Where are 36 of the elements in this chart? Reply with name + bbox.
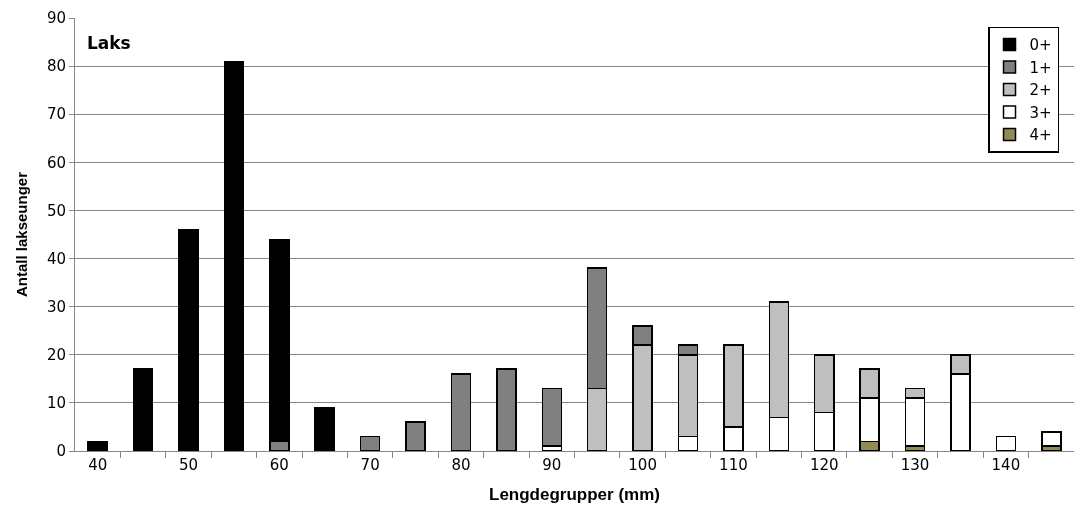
bar bbox=[223, 60, 245, 451]
x-tick-label: 130 bbox=[900, 456, 930, 474]
y-tick-label: 50 bbox=[46, 201, 66, 220]
y-axis-title: Antall lakseunger bbox=[13, 171, 31, 298]
y-tick-label: 80 bbox=[46, 57, 66, 76]
y-tick-label: 30 bbox=[46, 297, 66, 316]
y-tick-label: 90 bbox=[46, 9, 66, 28]
x-tick-label: 120 bbox=[809, 456, 839, 474]
x-tick-label: 50 bbox=[178, 456, 199, 474]
legend-label: 3+ bbox=[1029, 103, 1052, 122]
legend-label: 1+ bbox=[1029, 58, 1052, 77]
x-tick-label: 70 bbox=[360, 456, 380, 474]
legend-label: 4+ bbox=[1029, 126, 1052, 145]
x-tick-label: 80 bbox=[451, 456, 471, 474]
y-tick-label: 10 bbox=[46, 394, 66, 413]
x-tick-label: 110 bbox=[719, 456, 748, 474]
x-tick-label: 40 bbox=[88, 456, 108, 474]
x-axis-title: Lengdegrupper (mm) bbox=[489, 485, 660, 505]
x-tick-label: 140 bbox=[991, 456, 1021, 474]
y-tick-label: 0 bbox=[56, 442, 66, 461]
bar bbox=[87, 440, 108, 451]
y-tick-label: 20 bbox=[46, 346, 66, 365]
bar bbox=[132, 368, 154, 451]
y-tick-label: 40 bbox=[46, 249, 66, 268]
bar bbox=[314, 406, 336, 451]
x-tick-label: 60 bbox=[269, 456, 289, 474]
annotation: Laks bbox=[87, 33, 131, 53]
x-tick-label: 100 bbox=[628, 456, 657, 474]
bar bbox=[995, 435, 1017, 451]
y-tick-label: 60 bbox=[46, 153, 66, 172]
legend-label: 0+ bbox=[1029, 36, 1052, 55]
x-tick-label: 90 bbox=[542, 456, 562, 474]
bar bbox=[178, 228, 199, 451]
y-tick-label: 70 bbox=[46, 105, 66, 124]
bar bbox=[1041, 431, 1062, 447]
legend-label: 2+ bbox=[1029, 81, 1052, 100]
